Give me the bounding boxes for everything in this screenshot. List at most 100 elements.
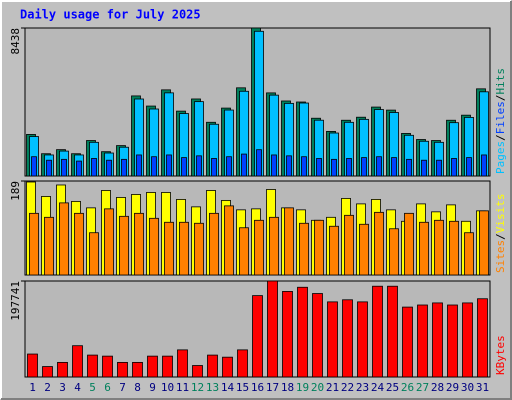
y-tick-label: 189 bbox=[9, 181, 22, 201]
legend-separator: / bbox=[494, 233, 507, 240]
bar bbox=[162, 355, 173, 378]
bar bbox=[72, 345, 83, 378]
bar bbox=[44, 216, 54, 276]
bar bbox=[119, 215, 129, 276]
bar bbox=[106, 159, 112, 177]
x-tick-label: 25 bbox=[386, 381, 399, 394]
bar bbox=[376, 156, 382, 177]
bar bbox=[226, 156, 232, 177]
bar bbox=[74, 212, 84, 276]
bar bbox=[192, 365, 203, 378]
y-tick-label: 8438 bbox=[9, 28, 22, 55]
x-tick-label: 24 bbox=[371, 381, 385, 394]
bar bbox=[164, 221, 174, 276]
bar bbox=[27, 353, 38, 378]
bar bbox=[42, 366, 53, 378]
bar bbox=[136, 154, 142, 177]
bar bbox=[132, 361, 143, 378]
bar bbox=[269, 216, 279, 276]
bar bbox=[312, 293, 323, 378]
bar bbox=[147, 355, 158, 378]
bar bbox=[372, 285, 383, 378]
bar bbox=[282, 291, 293, 378]
x-tick-label: 15 bbox=[236, 381, 249, 394]
bar bbox=[464, 232, 474, 276]
bar bbox=[134, 212, 144, 276]
bar bbox=[327, 301, 338, 378]
bar bbox=[284, 207, 294, 276]
bar bbox=[359, 223, 369, 276]
bar bbox=[449, 220, 459, 276]
legend-entry: Files bbox=[494, 101, 507, 134]
bar bbox=[417, 304, 428, 378]
y-tick-label: 197741 bbox=[9, 281, 22, 321]
bar bbox=[91, 158, 97, 177]
bar bbox=[29, 212, 39, 276]
bar bbox=[177, 349, 188, 378]
bar bbox=[237, 349, 248, 378]
bar bbox=[194, 222, 204, 276]
bar bbox=[374, 211, 384, 276]
bar bbox=[102, 355, 113, 378]
bar bbox=[256, 149, 262, 177]
bar bbox=[342, 299, 353, 378]
bar bbox=[31, 156, 37, 177]
bar bbox=[406, 158, 412, 177]
bar bbox=[222, 356, 233, 378]
x-tick-label: 22 bbox=[341, 381, 354, 394]
bar bbox=[391, 157, 397, 177]
bar bbox=[462, 302, 473, 378]
legend: Sites/Visits bbox=[494, 194, 507, 274]
x-tick-label: 14 bbox=[221, 381, 235, 394]
x-tick-label: 16 bbox=[251, 381, 264, 394]
bar bbox=[59, 202, 69, 276]
bar bbox=[402, 306, 413, 378]
x-tick-label: 30 bbox=[461, 381, 474, 394]
bar bbox=[447, 304, 458, 378]
legend-separator: / bbox=[494, 134, 507, 141]
x-tick-label: 7 bbox=[119, 381, 126, 394]
bar bbox=[299, 222, 309, 276]
x-tick-label: 9 bbox=[149, 381, 156, 394]
legend-separator: / bbox=[494, 95, 507, 102]
bar bbox=[361, 157, 367, 177]
bar bbox=[331, 158, 337, 177]
x-tick-label: 10 bbox=[161, 381, 174, 394]
bar bbox=[149, 217, 159, 276]
bar bbox=[151, 156, 157, 177]
bar bbox=[239, 227, 249, 276]
bar bbox=[117, 361, 128, 378]
bar bbox=[179, 221, 189, 276]
bar bbox=[271, 154, 277, 177]
bar bbox=[479, 210, 489, 276]
x-tick-label: 12 bbox=[191, 381, 204, 394]
x-tick-label: 19 bbox=[296, 381, 309, 394]
bar bbox=[421, 159, 427, 177]
x-tick-label: 2 bbox=[44, 381, 51, 394]
bar bbox=[346, 158, 352, 177]
legend-entry: Pages bbox=[494, 141, 507, 174]
bar bbox=[166, 154, 172, 177]
bar bbox=[61, 158, 67, 177]
x-tick-label: 5 bbox=[89, 381, 96, 394]
x-tick-label: 31 bbox=[476, 381, 489, 394]
bar bbox=[104, 208, 114, 276]
x-tick-label: 3 bbox=[59, 381, 66, 394]
bar bbox=[121, 158, 127, 177]
bar bbox=[252, 295, 263, 378]
bar bbox=[419, 221, 429, 276]
x-tick-label: 11 bbox=[176, 381, 189, 394]
x-tick-label: 18 bbox=[281, 381, 294, 394]
bar bbox=[286, 155, 292, 177]
x-tick-label: 29 bbox=[446, 381, 459, 394]
bar bbox=[434, 219, 444, 276]
bar bbox=[477, 298, 488, 378]
bar bbox=[466, 157, 472, 177]
bar bbox=[89, 232, 99, 276]
bar bbox=[404, 212, 414, 276]
bar bbox=[87, 354, 98, 378]
legend: KBytes bbox=[494, 335, 507, 375]
x-tick-label: 20 bbox=[311, 381, 324, 394]
